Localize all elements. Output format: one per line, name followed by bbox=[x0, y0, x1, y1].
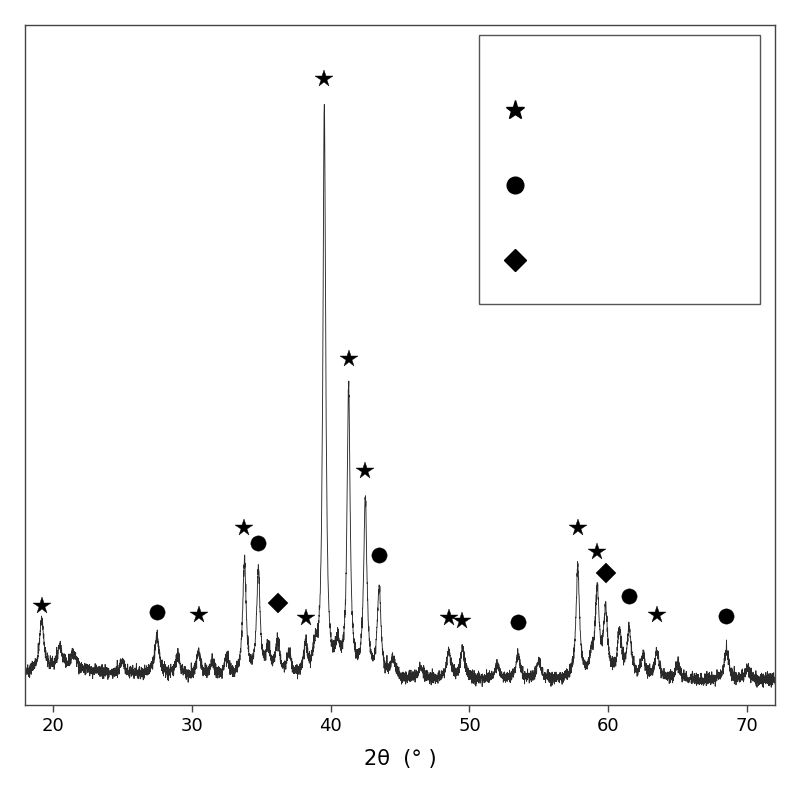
Text: TiB2: TiB2 bbox=[542, 176, 582, 194]
Text: Ti3SiC2: Ti3SiC2 bbox=[542, 101, 613, 119]
Text: SiC: SiC bbox=[542, 251, 573, 268]
FancyBboxPatch shape bbox=[478, 35, 760, 304]
X-axis label: 2θ  (° ): 2θ (° ) bbox=[364, 749, 436, 769]
